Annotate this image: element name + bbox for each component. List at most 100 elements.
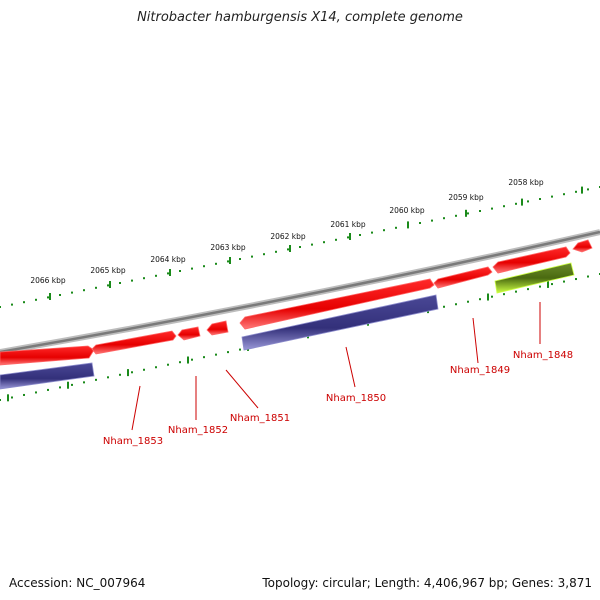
tick-dot bbox=[227, 260, 229, 263]
tick-dot bbox=[503, 293, 505, 296]
tick-dot bbox=[503, 205, 505, 208]
major-tick bbox=[127, 369, 129, 377]
gene-arrow bbox=[206, 320, 229, 336]
tick-dot bbox=[359, 234, 361, 236]
tick-dot bbox=[383, 229, 385, 232]
tick-label: 2059 kbp bbox=[448, 193, 484, 202]
gene-arrow bbox=[177, 326, 201, 341]
major-tick bbox=[465, 209, 467, 217]
tick-dot bbox=[311, 243, 313, 246]
major-tick bbox=[487, 293, 489, 301]
gene-arrow bbox=[492, 246, 571, 274]
tick-dot bbox=[563, 193, 565, 196]
major-tick bbox=[187, 356, 189, 364]
tick-dot bbox=[335, 238, 337, 241]
tick-dot bbox=[59, 294, 61, 296]
major-tick bbox=[169, 269, 171, 276]
tick-dot bbox=[539, 198, 541, 200]
major-tick bbox=[229, 257, 231, 264]
tick-dot bbox=[491, 295, 493, 298]
tick-dot bbox=[167, 363, 169, 366]
gene-label: Nham_1852 bbox=[168, 425, 228, 436]
tick-dot bbox=[0, 306, 1, 308]
label-leader-line bbox=[472, 317, 479, 364]
tick-dot bbox=[467, 300, 469, 303]
gene-arrow bbox=[91, 330, 177, 355]
tick-dot bbox=[251, 255, 253, 258]
tick-label: 2064 kbp bbox=[150, 255, 186, 264]
tick-dot bbox=[107, 376, 109, 379]
tick-dot bbox=[191, 267, 193, 270]
gene-label: Nham_1853 bbox=[103, 436, 163, 447]
tick-dot bbox=[107, 284, 109, 287]
tick-dot bbox=[191, 358, 193, 361]
major-tick bbox=[547, 280, 549, 288]
tick-dot bbox=[71, 383, 73, 386]
cds-bar bbox=[0, 362, 95, 390]
major-tick bbox=[289, 245, 291, 252]
tick-dot bbox=[527, 288, 529, 291]
tick-dot bbox=[299, 246, 301, 248]
tick-dot bbox=[587, 275, 589, 278]
tick-dot bbox=[371, 231, 373, 234]
tick-label: 2066 kbp bbox=[30, 276, 66, 285]
tick-dot bbox=[287, 248, 289, 251]
tick-dot bbox=[47, 388, 49, 391]
major-tick bbox=[109, 281, 111, 288]
tick-dot bbox=[455, 303, 457, 306]
tick-dot bbox=[83, 381, 85, 384]
tick-dot bbox=[203, 265, 205, 268]
tick-label: 2061 kbp bbox=[330, 220, 366, 229]
tick-dot bbox=[119, 373, 121, 376]
tick-dot bbox=[467, 212, 469, 215]
label-leader-line bbox=[225, 369, 259, 409]
accession-text: Accession: NC_007964 bbox=[9, 576, 146, 590]
gene-label: Nham_1848 bbox=[513, 350, 573, 361]
tick-dot bbox=[143, 368, 145, 371]
rna-bar bbox=[494, 262, 575, 294]
tick-dot bbox=[527, 200, 529, 203]
tick-dot bbox=[323, 241, 325, 244]
tick-label: 2063 kbp bbox=[210, 243, 246, 252]
tick-label: 2060 kbp bbox=[389, 206, 425, 215]
tick-dot bbox=[155, 274, 157, 277]
tick-dot bbox=[575, 190, 577, 193]
tick-dot bbox=[0, 399, 1, 401]
tick-dot bbox=[35, 298, 37, 301]
tick-dot bbox=[179, 361, 181, 364]
tick-dot bbox=[179, 270, 181, 272]
tick-dot bbox=[551, 283, 553, 286]
tick-dot bbox=[155, 366, 157, 369]
gene-label-layer: Nham_1848Nham_1849Nham_1850Nham_1851Nham… bbox=[103, 302, 573, 447]
topology-text: Topology: circular; Length: 4,406,967 bp… bbox=[262, 576, 592, 590]
tick-dot bbox=[575, 278, 577, 281]
tick-dot bbox=[143, 277, 145, 280]
gene-label: Nham_1849 bbox=[450, 365, 510, 376]
tick-dot bbox=[11, 396, 13, 399]
major-tick bbox=[521, 198, 523, 206]
tick-dot bbox=[131, 371, 133, 374]
gene-arrow bbox=[0, 345, 95, 366]
major-tick bbox=[407, 221, 409, 229]
gene-label: Nham_1850 bbox=[326, 393, 386, 404]
tick-dot bbox=[23, 393, 25, 396]
tick-dot bbox=[131, 279, 133, 282]
genome-backbone-core bbox=[0, 230, 600, 354]
tick-dot bbox=[35, 391, 37, 394]
gene-arrow bbox=[433, 266, 493, 289]
tick-dot bbox=[347, 236, 349, 239]
tick-dot bbox=[419, 222, 421, 224]
tick-dot bbox=[563, 280, 565, 283]
tick-dot bbox=[263, 253, 265, 256]
tick-dot bbox=[215, 262, 217, 265]
major-tick bbox=[581, 186, 583, 194]
tick-dot bbox=[479, 298, 481, 301]
tick-label: 2065 kbp bbox=[90, 266, 126, 275]
tick-dot bbox=[395, 226, 397, 229]
tick-dot bbox=[47, 296, 49, 299]
tick-dot bbox=[539, 285, 541, 288]
tick-dot bbox=[23, 301, 25, 304]
tick-dot bbox=[83, 289, 85, 292]
tick-dot bbox=[239, 348, 241, 351]
tick-dot bbox=[11, 303, 13, 306]
